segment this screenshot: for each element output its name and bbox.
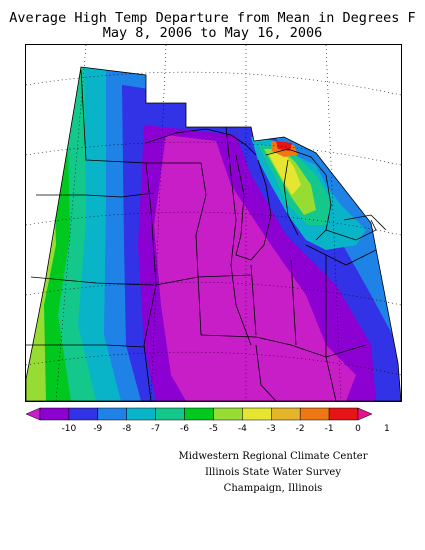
scale-tick-label: -1 <box>324 424 334 434</box>
temperature-departure-map <box>26 45 401 401</box>
map-title: Average High Temp Departure from Mean in… <box>9 10 416 26</box>
scale-tick-label: -2 <box>295 424 305 434</box>
scale-tick-label: 0 <box>355 424 361 434</box>
scale-swatch <box>299 407 330 421</box>
scale-tick-label: -6 <box>180 424 190 434</box>
scale-tick-label: -3 <box>266 424 276 434</box>
scale-swatch <box>97 407 127 421</box>
color-scale-bar <box>26 407 373 421</box>
scale-arrow-low <box>26 407 41 421</box>
scale-tick-label: 1 <box>384 424 390 434</box>
graticule <box>26 45 401 401</box>
state-boundaries <box>26 69 387 401</box>
scale-swatch <box>184 407 214 421</box>
credit-center: Midwestern Regional Climate Center <box>178 451 368 462</box>
scale-swatch <box>68 407 99 421</box>
scale-tick-label: -4 <box>237 424 247 434</box>
scale-swatch <box>126 407 156 421</box>
scale-swatch <box>328 407 359 421</box>
credit-location: Champaign, Illinois <box>223 483 323 494</box>
data-domain-border <box>26 66 401 401</box>
scale-tick-label: -5 <box>208 424 218 434</box>
scale-arrow-high <box>357 407 373 421</box>
scale-swatch <box>271 407 301 421</box>
scale-swatch <box>242 407 272 421</box>
scale-tick-label: -10 <box>61 424 77 434</box>
map-date-range: May 8, 2006 to May 16, 2006 <box>102 25 323 41</box>
credit-survey: Illinois State Water Survey <box>204 467 341 478</box>
scale-swatch <box>39 407 70 421</box>
map-panel <box>25 44 402 402</box>
scale-swatch <box>213 407 243 421</box>
scale-tick-label: -9 <box>93 424 103 434</box>
scale-tick-label: -8 <box>122 424 132 434</box>
scale-swatch <box>155 407 185 421</box>
scale-tick-label: -7 <box>151 424 161 434</box>
